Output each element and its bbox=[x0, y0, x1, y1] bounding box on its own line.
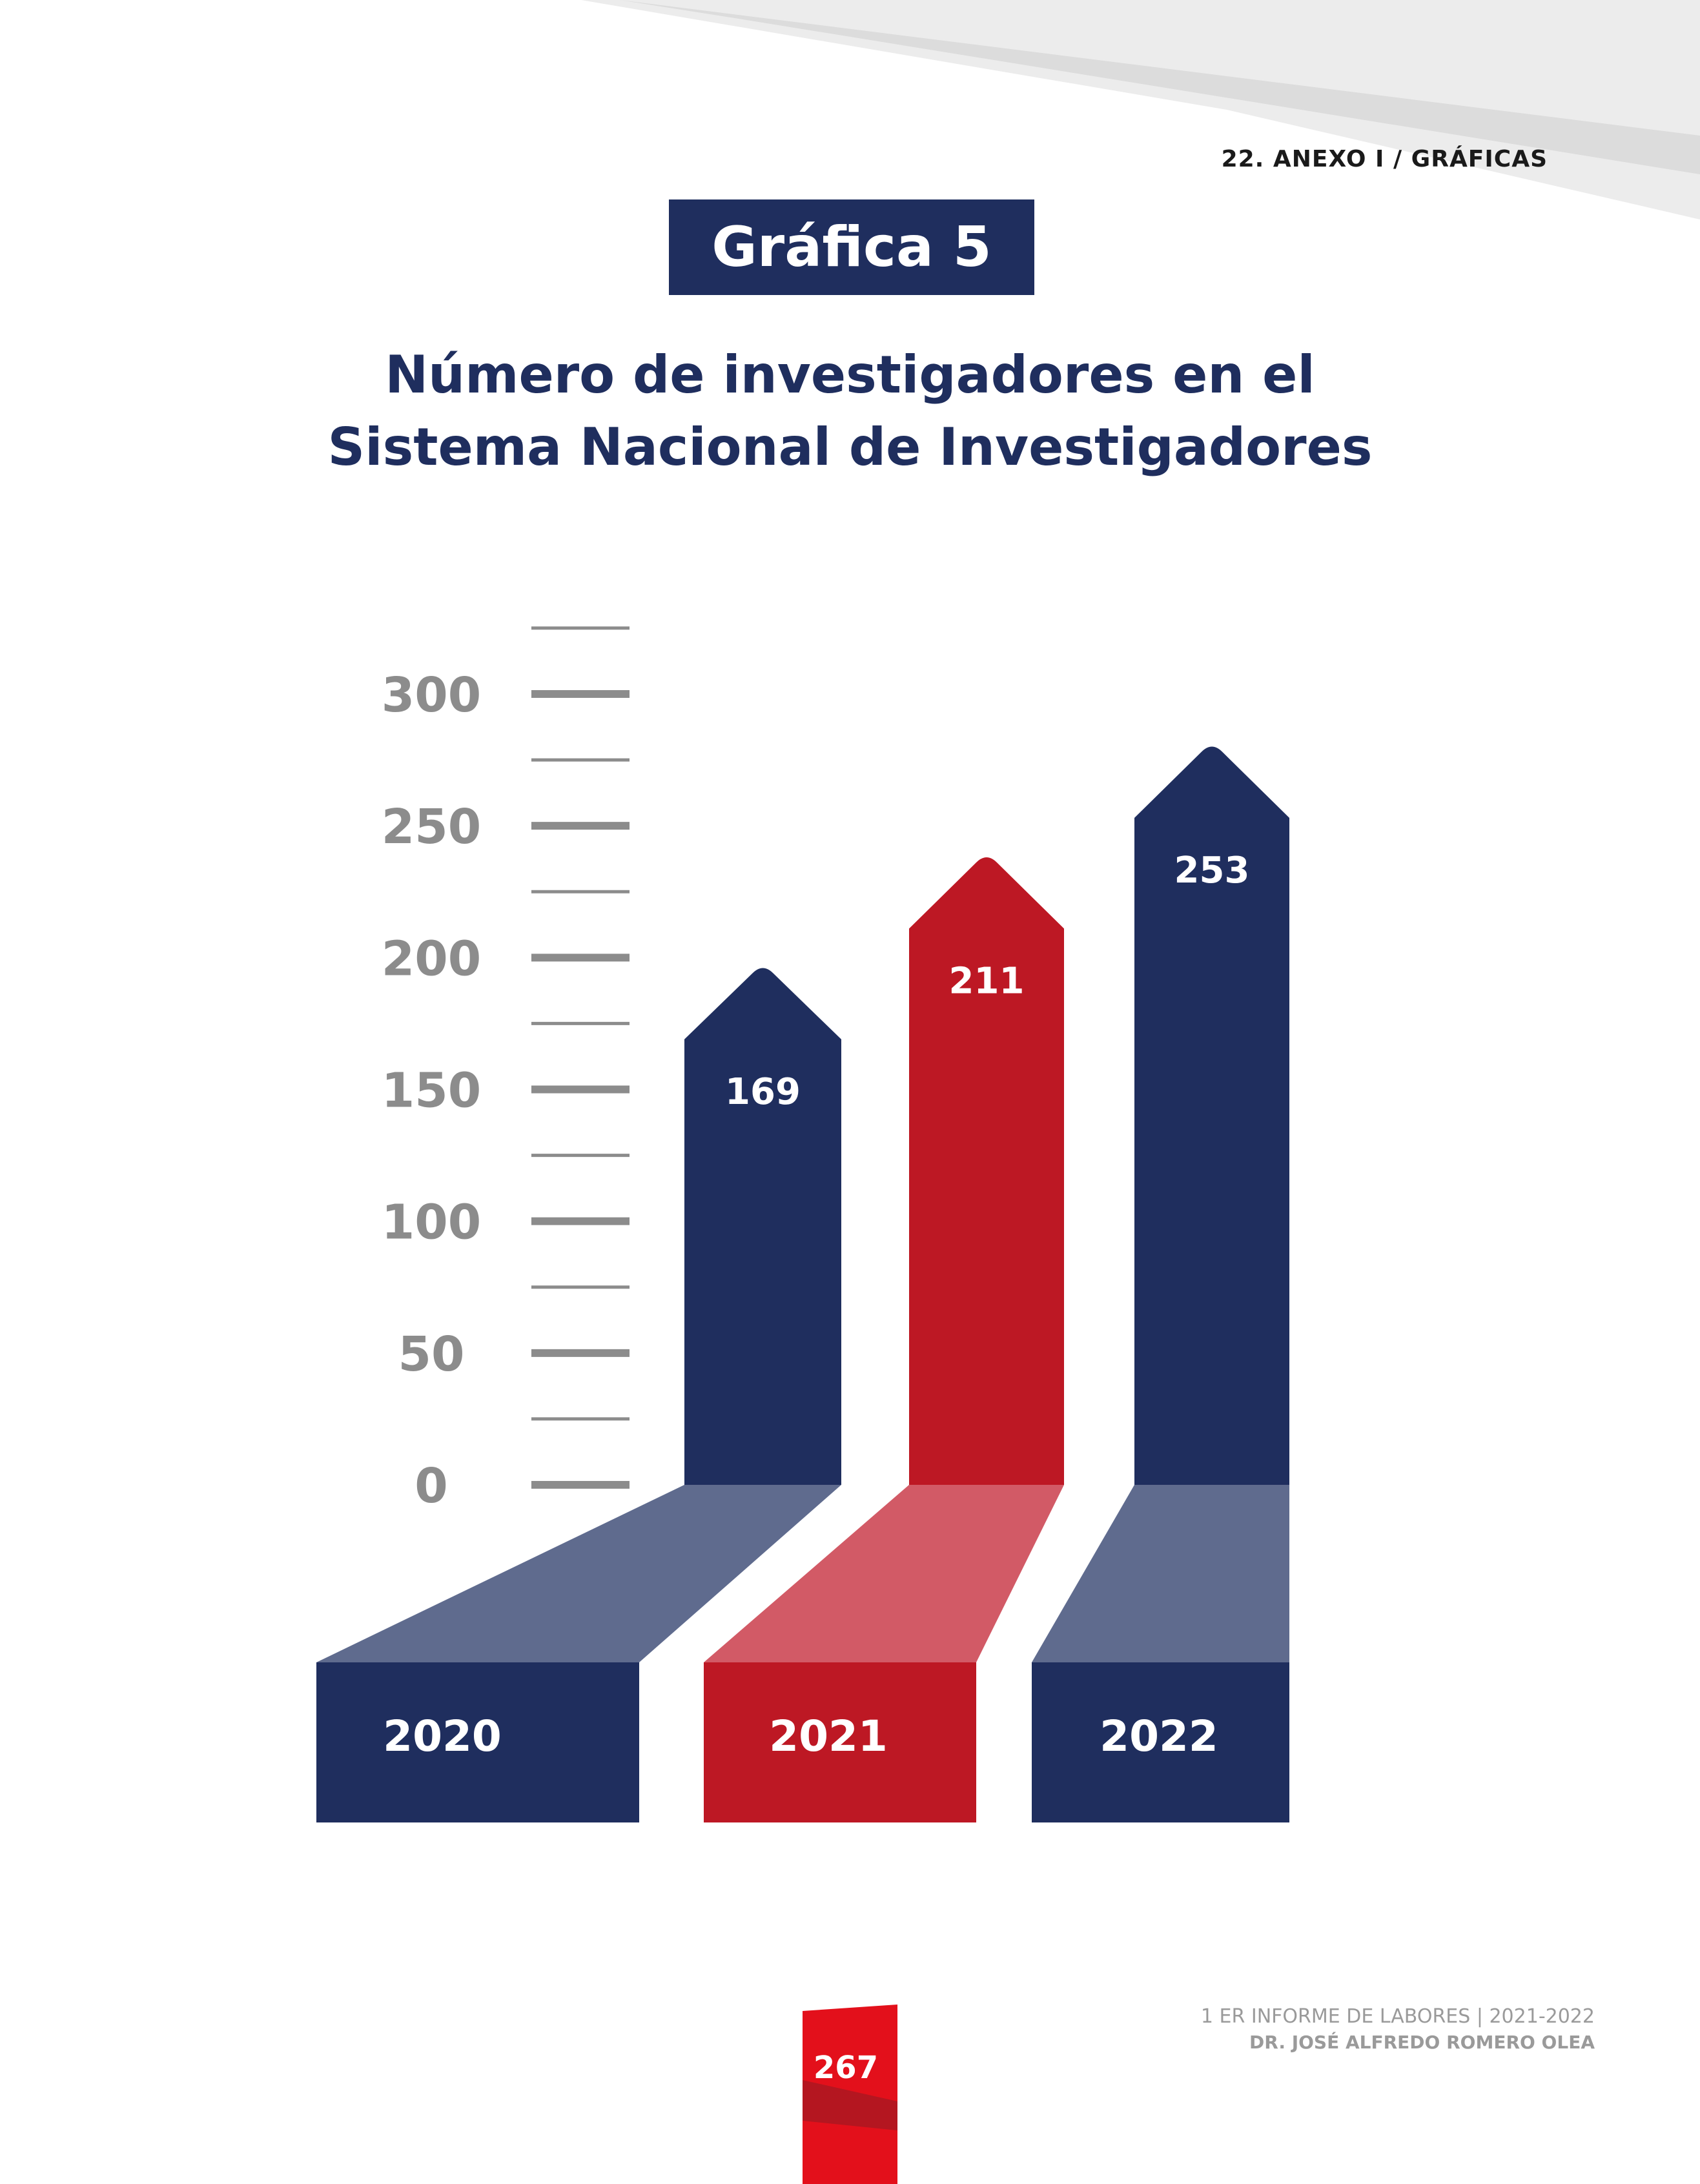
y-tick-label: 50 bbox=[398, 1327, 465, 1382]
x-tick-label: 2022 bbox=[1100, 1711, 1218, 1761]
bar-ribbon-2020 bbox=[316, 1485, 841, 1662]
data-label: 169 bbox=[725, 1071, 801, 1113]
x-tick-label: 2021 bbox=[769, 1711, 888, 1761]
category-plate-2020 bbox=[316, 1662, 639, 1822]
data-label: 253 bbox=[1174, 850, 1250, 892]
bar-2020 bbox=[684, 968, 841, 1485]
bar-2022 bbox=[1134, 746, 1289, 1485]
data-label: 211 bbox=[949, 960, 1025, 1002]
chart-title-line-1: Número de investigadores en el bbox=[385, 345, 1315, 405]
bar-ribbon-2022 bbox=[1032, 1485, 1289, 1662]
bar-2021 bbox=[909, 857, 1064, 1485]
footer-credits: 1 ER INFORME DE LABORES | 2021-2022 DR. … bbox=[1201, 2004, 1595, 2056]
page-number-tab-shade bbox=[803, 2080, 897, 2130]
footer-author: DR. JOSÉ ALFREDO ROMERO OLEA bbox=[1249, 2032, 1595, 2053]
y-tick-label: 0 bbox=[415, 1458, 448, 1514]
chart-title-line-2: Sistema Nacional de Investigadores bbox=[327, 417, 1373, 477]
category-plate-2021 bbox=[704, 1662, 976, 1822]
y-tick-label: 100 bbox=[382, 1195, 481, 1250]
category-plate-2022 bbox=[1032, 1662, 1289, 1822]
y-tick-label: 250 bbox=[382, 799, 481, 855]
chart-number-badge: Gráfica 5 bbox=[669, 199, 1034, 295]
header-swoosh bbox=[581, 0, 1700, 219]
bar-ribbon-2021 bbox=[704, 1485, 1064, 1662]
chart-title: Número de investigadores en el Sistema N… bbox=[0, 339, 1700, 484]
y-tick-label: 300 bbox=[382, 668, 481, 723]
page-number: 267 bbox=[813, 2050, 879, 2086]
y-tick-label: 150 bbox=[382, 1063, 481, 1119]
x-tick-label: 2020 bbox=[383, 1711, 502, 1761]
footer-report: 1 ER INFORME DE LABORES | 2021-2022 bbox=[1200, 2005, 1595, 2028]
y-tick-label: 200 bbox=[382, 931, 481, 986]
section-label: 22. ANEXO I / GRÁFICAS bbox=[1221, 146, 1548, 172]
